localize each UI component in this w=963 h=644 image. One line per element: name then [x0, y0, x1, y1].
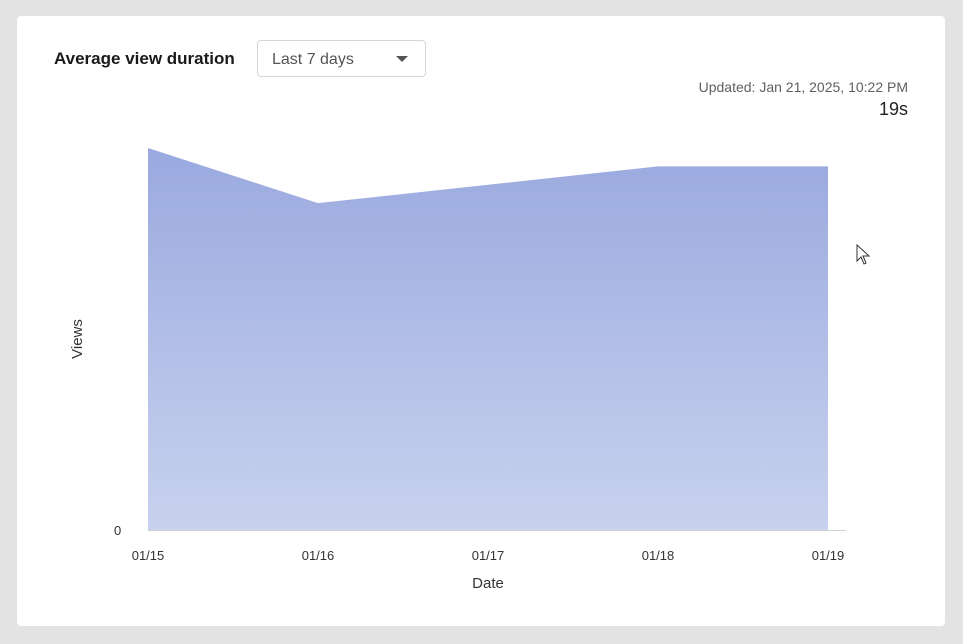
mouse-pointer-icon	[856, 244, 871, 265]
y-tick-label: 0	[114, 523, 121, 538]
chart-card: Average view duration Last 7 days Update…	[17, 16, 945, 626]
x-tick-label: 01/16	[302, 548, 335, 563]
card-title: Average view duration	[54, 49, 235, 68]
updated-timestamp: Updated: Jan 21, 2025, 10:22 PM	[698, 79, 908, 95]
date-range-selected-label: Last 7 days	[272, 51, 354, 68]
area-chart: 01/15 01/16 01/17 01/18 01/19 0 Views Date	[69, 148, 846, 592]
caret-down-icon	[396, 56, 408, 62]
date-range-dropdown[interactable]: Last 7 days	[257, 40, 426, 77]
x-tick-label: 01/18	[642, 548, 675, 563]
x-axis-title: Date	[472, 575, 504, 592]
x-tick-label: 01/19	[812, 548, 845, 563]
x-tick-label: 01/17	[472, 548, 505, 563]
metric-value: 19s	[878, 99, 908, 119]
area-series-0	[148, 148, 828, 530]
y-axis-title: Views	[69, 319, 86, 359]
x-tick-label: 01/15	[132, 548, 165, 563]
